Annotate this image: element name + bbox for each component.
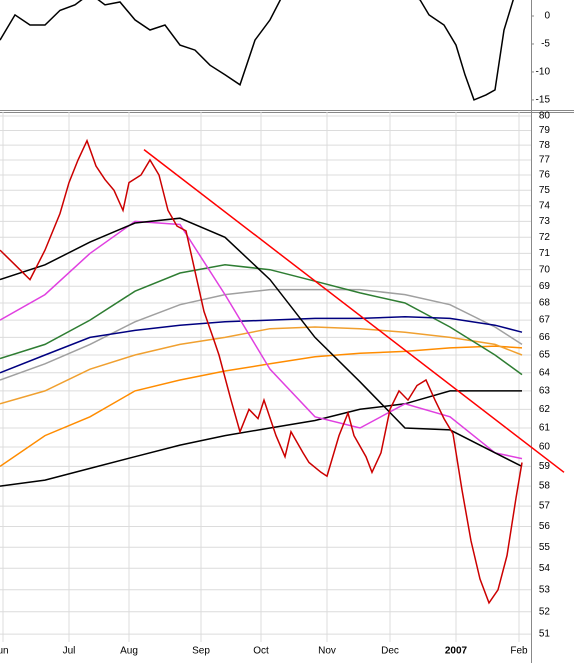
y-tick-label: 56 xyxy=(539,521,551,532)
y-tick-label: 74 xyxy=(539,200,551,211)
oscillator-panel xyxy=(0,0,514,101)
y-tick-label: 53 xyxy=(539,584,551,595)
y-tick-label: 54 xyxy=(539,563,551,574)
y-tick-label: 59 xyxy=(539,461,551,472)
y-tick-label: 52 xyxy=(539,606,551,617)
x-tick-label: Jul xyxy=(63,646,76,657)
series-line xyxy=(0,288,523,381)
series-line xyxy=(0,315,523,374)
series-line xyxy=(0,0,514,101)
x-tick-label: Oct xyxy=(253,646,269,657)
y-tick-label: -15 xyxy=(536,95,551,106)
y-tick-label: 0 xyxy=(544,11,550,22)
y-tick-label: 73 xyxy=(539,216,551,227)
y-tick-label: 70 xyxy=(539,264,551,275)
series-line xyxy=(143,149,565,473)
y-tick-label: 77 xyxy=(539,155,551,166)
y-tick-label: 65 xyxy=(539,350,551,361)
y-tick-label: 62 xyxy=(539,404,551,415)
y-tick-label: 51 xyxy=(539,629,551,640)
y-tick-label: 80 xyxy=(539,111,551,122)
y-tick-label: 67 xyxy=(539,315,551,326)
price-panel xyxy=(0,112,531,642)
y-tick-label: 76 xyxy=(539,170,551,181)
x-tick-label: Sep xyxy=(192,646,210,657)
y-tick-label: 64 xyxy=(539,367,551,378)
y-tick-label: 66 xyxy=(539,332,551,343)
series-line xyxy=(0,220,523,460)
series-line xyxy=(0,326,523,405)
y-tick-label: 79 xyxy=(539,125,551,136)
y-tick-label: 57 xyxy=(539,501,551,512)
series-line xyxy=(0,390,522,487)
y-tick-label: 75 xyxy=(539,185,551,196)
series-line xyxy=(0,264,523,376)
labels: 0 -5 -10 -15 51 52 53 54 55 56 57 58 59 60 61 62 63 64 65 6… xyxy=(0,11,565,657)
series-line xyxy=(0,138,523,605)
series-line xyxy=(0,345,523,468)
y-tick-label: 68 xyxy=(539,298,551,309)
y-tick-label: 58 xyxy=(539,481,551,492)
x-tick-label: 2007 xyxy=(445,646,468,657)
x-tick-label: Aug xyxy=(120,646,138,657)
y-tick-label: 78 xyxy=(539,140,551,151)
y-tick-label: 60 xyxy=(539,442,551,453)
y-tick-label: 61 xyxy=(539,423,551,434)
y-tick-label: 72 xyxy=(539,232,551,243)
x-tick-label: Dec xyxy=(381,646,399,657)
y-tick-label: 71 xyxy=(539,248,551,259)
x-tick-label: Nov xyxy=(318,646,336,657)
x-tick-label: un xyxy=(0,646,9,657)
y-tick-label: 63 xyxy=(539,386,551,397)
y-tick-label: 55 xyxy=(539,542,551,553)
y-tick-label: 69 xyxy=(539,281,551,292)
y-tick-label: -5 xyxy=(541,39,550,50)
y-tick-label: -10 xyxy=(536,67,551,78)
x-tick-label: Feb xyxy=(510,646,528,657)
